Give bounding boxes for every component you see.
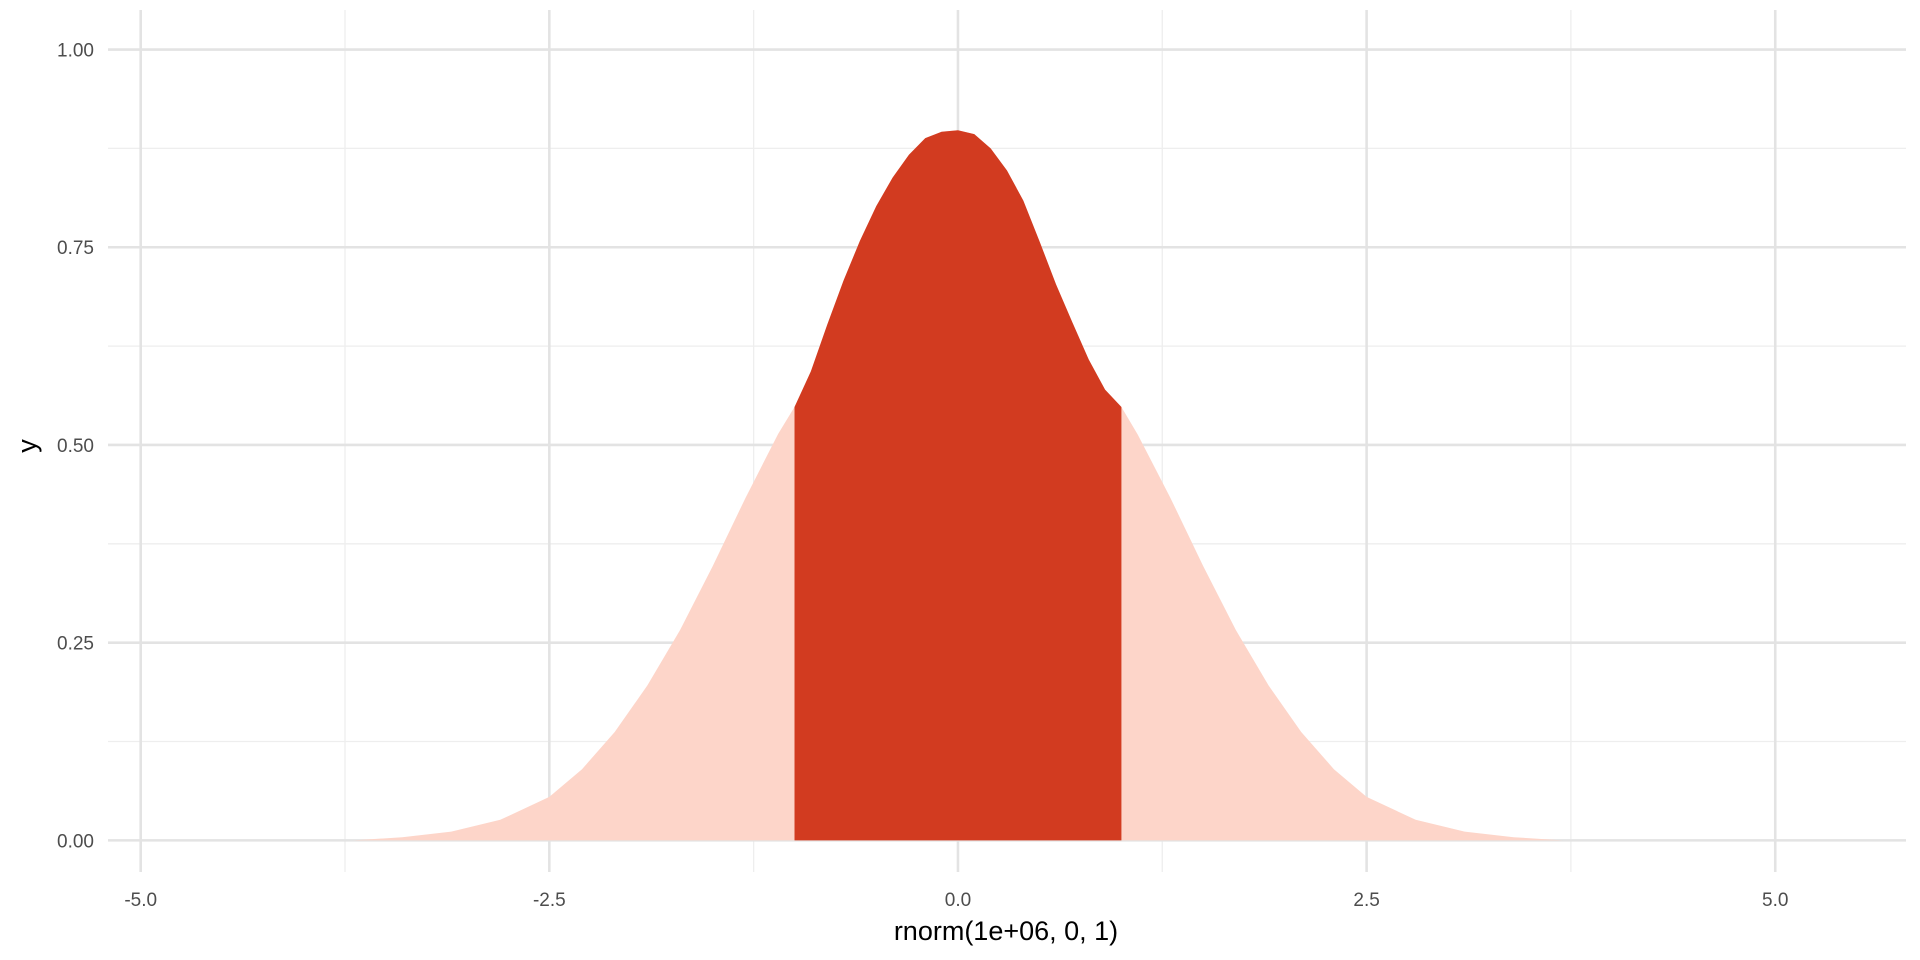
x-tick-label: 2.5 bbox=[1353, 890, 1379, 911]
y-tick-label: 0.50 bbox=[57, 436, 94, 457]
x-tick-label: 5.0 bbox=[1762, 890, 1788, 911]
x-tick-label: -2.5 bbox=[533, 890, 566, 911]
density-highlight-area bbox=[794, 130, 1122, 841]
x-tick-label: 0.0 bbox=[945, 890, 971, 911]
y-tick-label: 1.00 bbox=[57, 41, 94, 62]
density-areas bbox=[353, 130, 1563, 841]
x-axis-ticks: -5.0 -2.5 0.0 2.5 5.0 bbox=[124, 890, 1788, 911]
x-axis-title: rnorm(1e+06, 0, 1) bbox=[894, 916, 1118, 946]
y-axis-title: y bbox=[12, 439, 42, 453]
y-tick-label: 0.00 bbox=[57, 831, 94, 852]
x-tick-label: -5.0 bbox=[124, 890, 157, 911]
y-tick-label: 0.75 bbox=[57, 238, 94, 259]
y-axis-ticks: 0.00 0.25 0.50 0.75 1.00 bbox=[57, 41, 94, 853]
y-tick-label: 0.25 bbox=[57, 634, 94, 655]
